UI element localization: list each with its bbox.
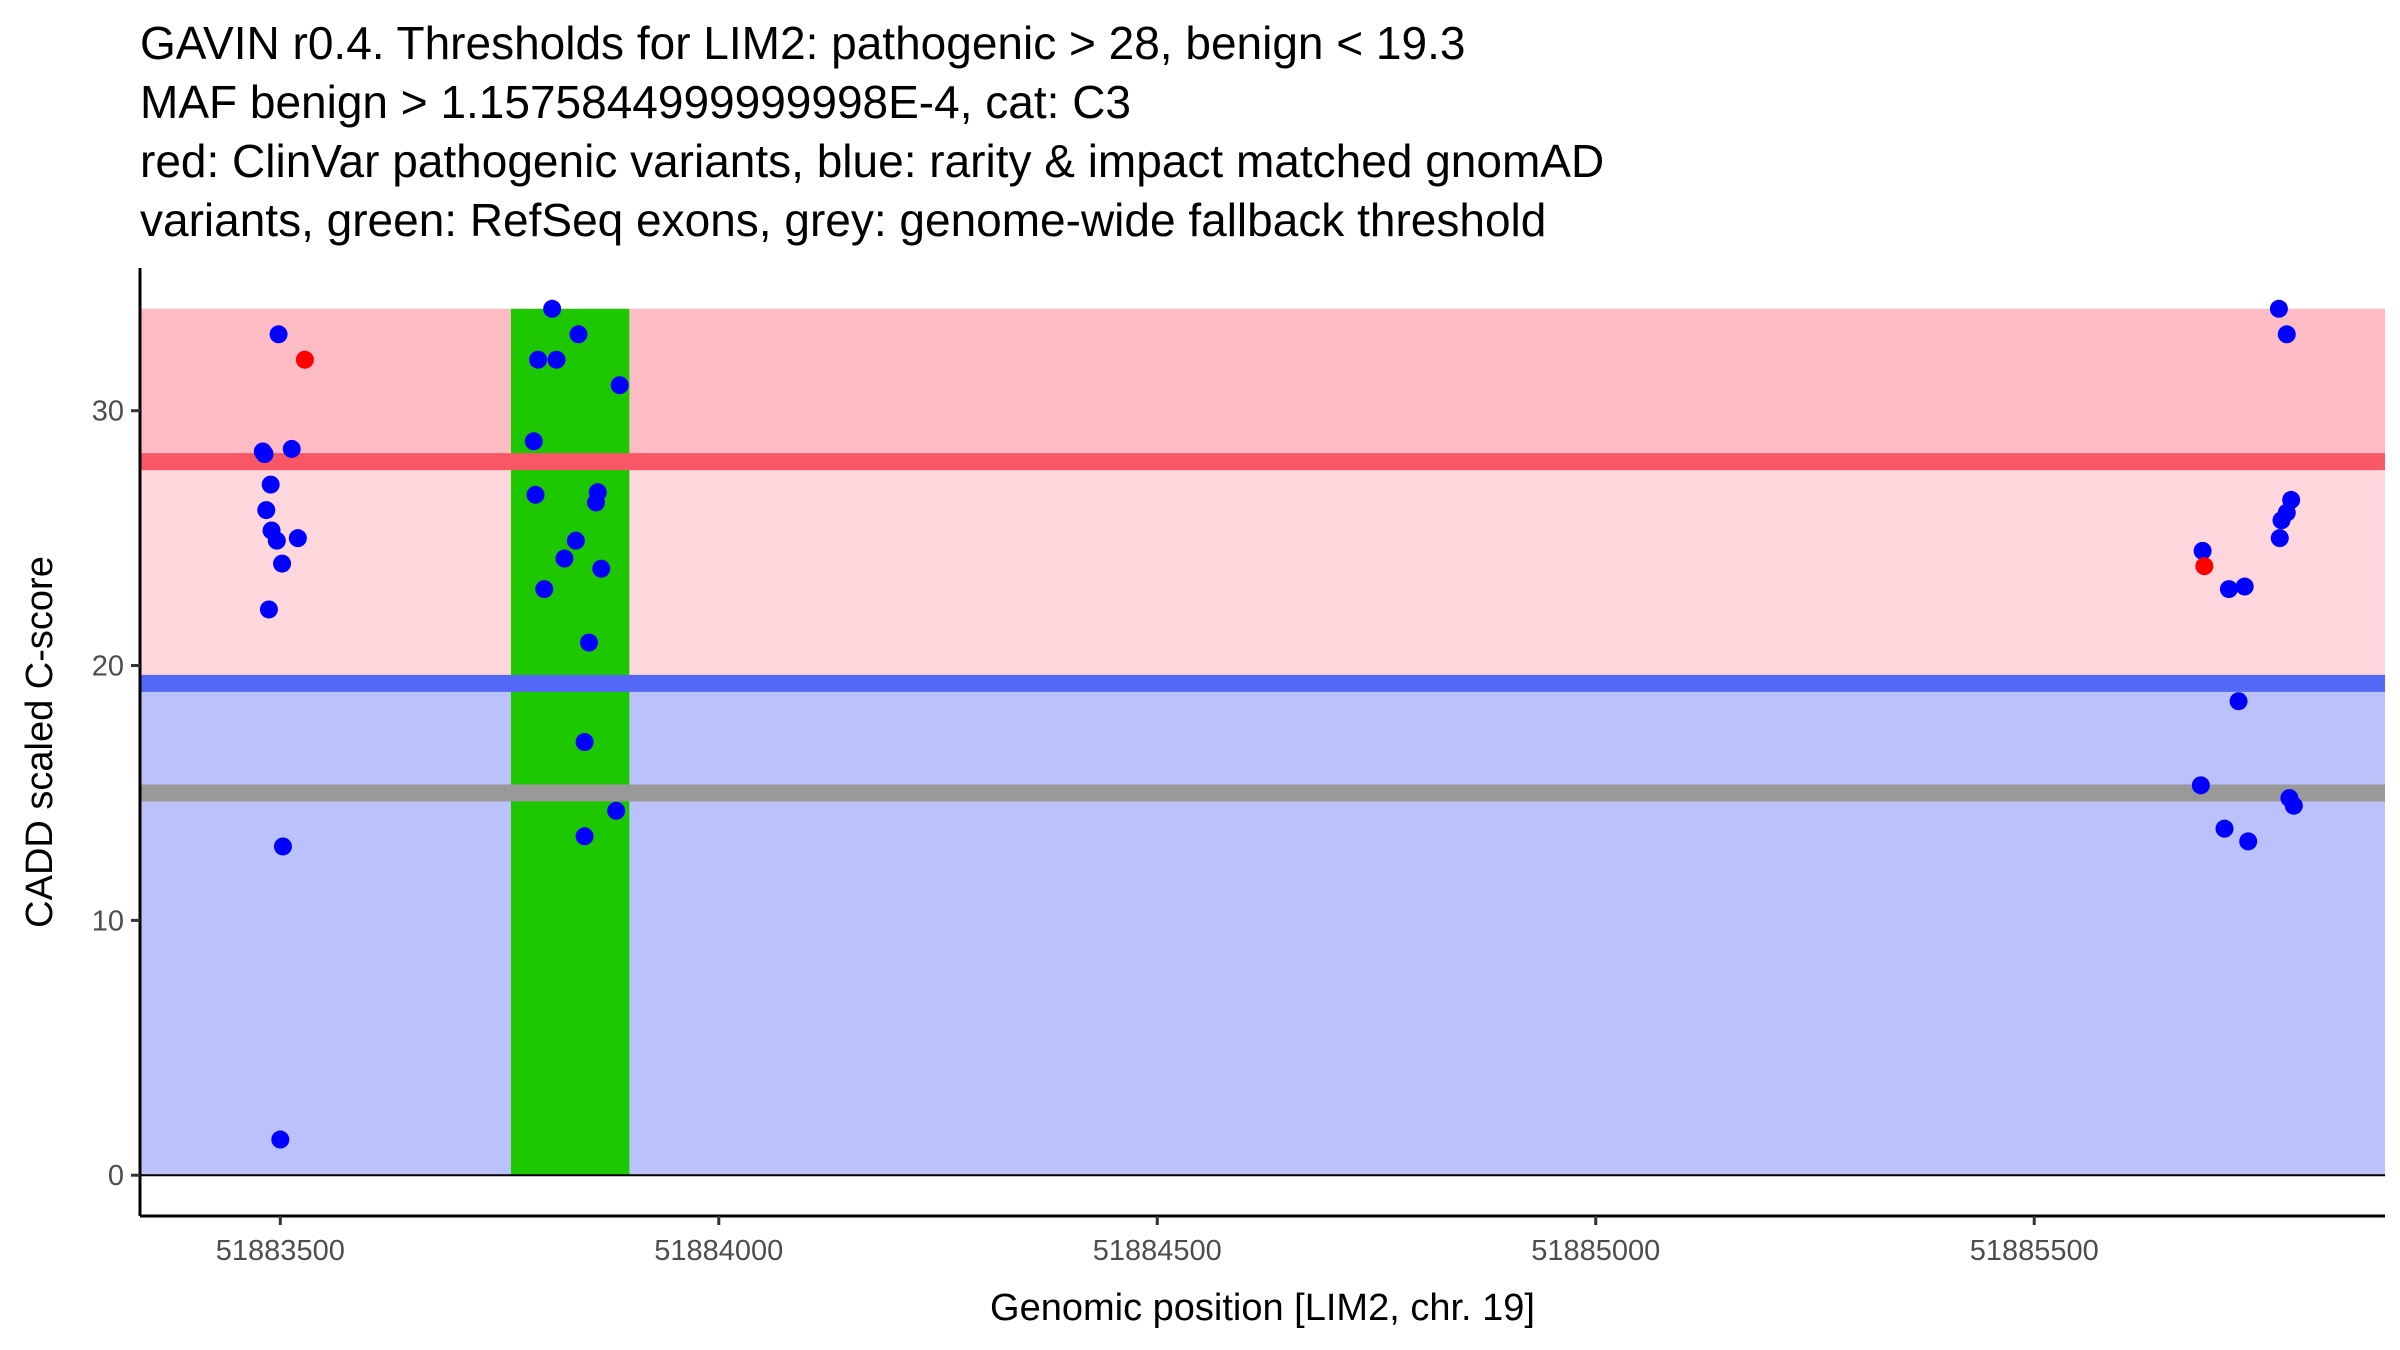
data-point-0-17 [543,299,562,318]
data-point-1-1 [2195,557,2214,576]
data-point-0-6 [267,531,286,550]
threshold-band-2 [140,683,2385,1176]
x-tick-label-3: 51885000 [1531,1235,1660,1267]
chart-title: GAVIN r0.4. Thresholds for LIM2: pathoge… [140,14,1604,250]
y-tick-label-0: 0 [108,1160,124,1192]
data-point-0-33 [2219,580,2238,599]
data-point-0-13 [524,432,543,451]
data-point-0-12 [288,529,307,548]
data-point-0-14 [526,485,545,504]
data-point-0-9 [273,554,292,573]
chart-title-line-2: MAF benign > 1.1575844999999998E-4, cat:… [140,76,1131,128]
data-point-0-36 [2239,832,2258,851]
data-point-0-32 [2215,819,2234,838]
data-point-0-38 [2270,529,2289,548]
data-point-0-2 [257,501,276,520]
data-point-0-41 [2277,325,2296,344]
data-point-0-27 [592,559,611,578]
y-axis-title: CADD scaled C-score [19,556,61,928]
y-axis-ticks: 0 10 20 30 [92,396,140,1192]
data-point-0-10 [273,837,292,856]
data-point-0-23 [575,827,594,846]
data-point-0-4 [261,475,280,494]
data-point-0-44 [2284,796,2303,815]
x-axis-ticks: 51883500 51884000 51884500 51885000 51885500 [216,1216,2099,1267]
data-point-0-28 [607,801,626,820]
threshold-band-0 [140,308,2385,462]
chart-title-line-1: GAVIN r0.4. Thresholds for LIM2: pathoge… [140,17,1466,69]
data-point-0-26 [588,483,607,502]
data-point-0-35 [2235,577,2254,596]
threshold-lines [140,453,2385,802]
data-point-0-19 [555,549,574,568]
data-point-0-15 [529,350,548,369]
variant-points [253,299,2303,1149]
axes [138,268,2385,1218]
data-point-0-11 [282,439,301,458]
x-tick-label-4: 51885500 [1970,1235,2099,1267]
y-tick-label-3: 30 [92,396,124,428]
data-point-0-8 [271,1130,290,1149]
threshold-bands [140,308,2385,1176]
data-point-0-31 [2193,541,2212,560]
data-point-0-1 [255,445,274,464]
data-point-0-7 [269,325,288,344]
data-point-0-29 [610,376,629,395]
chart-title-line-3: red: ClinVar pathogenic variants, blue: … [140,135,1605,187]
y-tick-label-1: 10 [92,905,124,937]
data-point-0-16 [535,580,554,599]
data-point-0-24 [580,633,598,652]
data-point-0-43 [2282,490,2301,509]
data-point-0-21 [569,325,588,344]
y-tick-label-2: 20 [92,651,124,683]
chart-title-line-4: variants, green: RefSeq exons, grey: gen… [140,194,1547,246]
x-tick-label-2: 51884500 [1093,1235,1222,1267]
data-point-1-0 [295,350,314,369]
threshold-band-1 [140,461,2385,684]
data-point-0-34 [2229,692,2248,711]
x-tick-label-1: 51884000 [654,1235,783,1267]
data-point-0-30 [2191,776,2210,795]
data-point-0-3 [259,600,278,619]
data-point-0-18 [547,350,566,369]
data-point-0-20 [566,531,585,550]
x-axis-title: Genomic position [LIM2, chr. 19] [990,1287,1535,1329]
x-tick-label-0: 51883500 [216,1235,345,1267]
data-point-0-37 [2269,299,2288,318]
data-point-0-22 [575,733,594,751]
